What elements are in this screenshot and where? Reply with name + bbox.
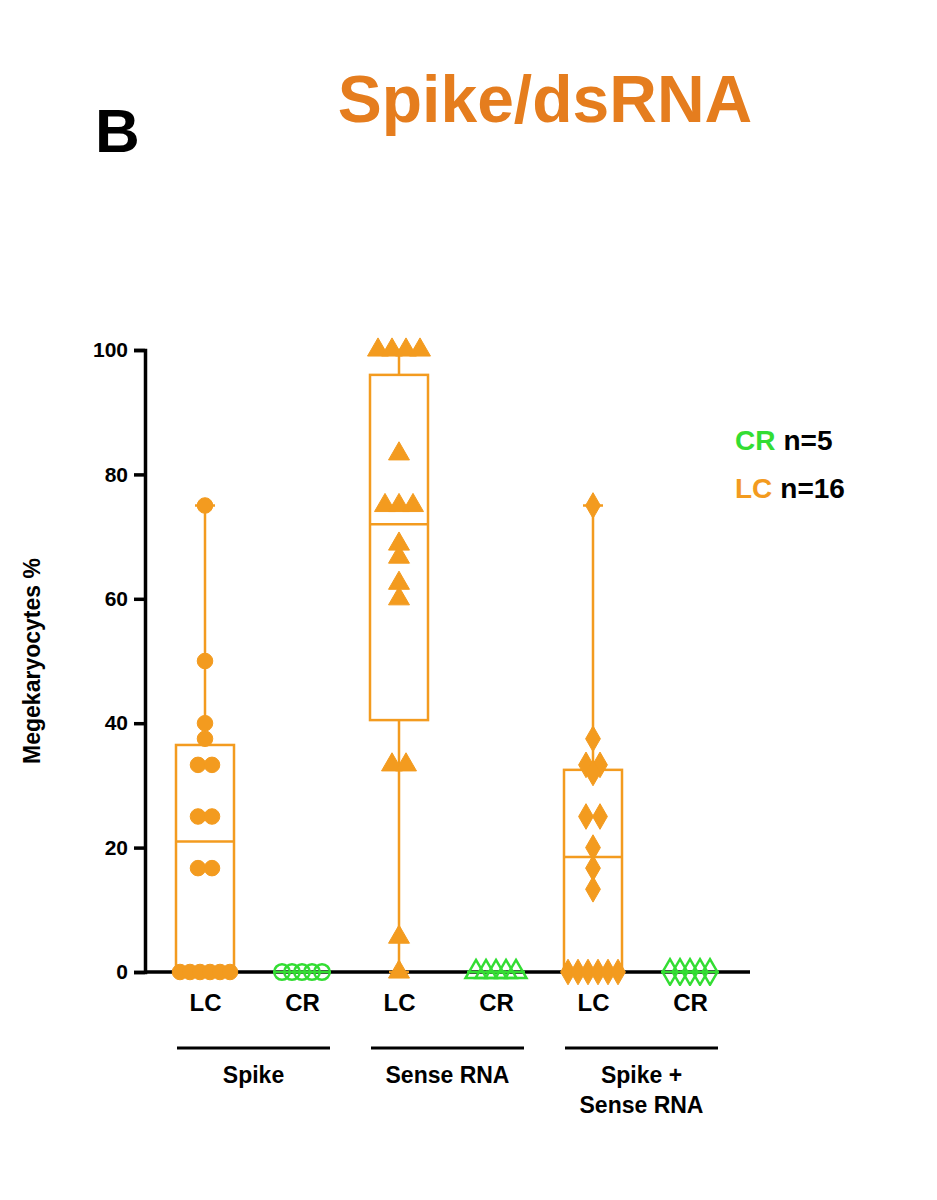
data-point bbox=[586, 493, 601, 519]
data-point bbox=[403, 493, 424, 511]
box bbox=[176, 506, 234, 973]
data-point bbox=[396, 753, 417, 771]
y-tick: 20 bbox=[105, 836, 145, 859]
data-point bbox=[197, 498, 213, 514]
group-underline bbox=[177, 1047, 330, 1050]
legend-name: CR bbox=[735, 425, 775, 456]
data-point bbox=[506, 960, 527, 978]
data-point bbox=[389, 545, 410, 563]
data-point bbox=[389, 960, 410, 978]
y-tick: 80 bbox=[105, 463, 145, 486]
x-tick-label: LC bbox=[578, 989, 610, 1016]
x-tick-label: CR bbox=[673, 989, 708, 1016]
group-underline bbox=[371, 1047, 524, 1050]
panel-label: B bbox=[95, 96, 140, 165]
x-tick-label: LC bbox=[384, 989, 416, 1016]
x-tick-label: CR bbox=[285, 989, 320, 1016]
y-tick-label: 100 bbox=[93, 338, 128, 361]
box-median bbox=[176, 840, 234, 843]
box-body bbox=[564, 770, 622, 972]
data-point bbox=[410, 338, 431, 356]
y-tick-label: 80 bbox=[105, 463, 128, 486]
group-label: Sense RNA bbox=[386, 1062, 510, 1088]
data-point bbox=[579, 804, 594, 830]
data-point bbox=[586, 876, 601, 902]
y-axis: 0 20 40 60 80 100 bbox=[93, 338, 146, 983]
data-point bbox=[204, 757, 220, 773]
y-tick-mark bbox=[134, 598, 145, 602]
data-point bbox=[611, 959, 626, 985]
y-tick-mark bbox=[134, 473, 145, 477]
data-point bbox=[389, 925, 410, 943]
data-point bbox=[389, 442, 410, 460]
y-tick-mark bbox=[134, 846, 145, 850]
box-body bbox=[370, 375, 428, 720]
box bbox=[564, 506, 622, 973]
chart: B Spike/dsRNA Megekaryocytes % 0 20 40 60 80 100… bbox=[0, 0, 937, 1200]
data-point bbox=[197, 715, 213, 731]
y-tick-mark bbox=[134, 349, 145, 353]
data-point bbox=[204, 860, 220, 876]
group-label: Sense RNA bbox=[580, 1092, 704, 1118]
box bbox=[370, 350, 428, 972]
y-tick: 0 bbox=[116, 960, 145, 983]
x-axis: LC CR LC CR LC CR bbox=[145, 972, 750, 1016]
plot-area bbox=[172, 338, 719, 985]
data-point bbox=[586, 760, 601, 786]
x-tick: LC bbox=[384, 972, 416, 1016]
x-tick-label: CR bbox=[479, 989, 514, 1016]
data-point bbox=[197, 731, 213, 747]
data-point bbox=[222, 964, 238, 980]
data-point bbox=[593, 804, 608, 830]
data-point bbox=[204, 809, 220, 825]
y-axis-line bbox=[134, 351, 146, 973]
legend-label: n=5 bbox=[783, 425, 832, 456]
y-tick-label: 0 bbox=[116, 960, 128, 983]
box-body bbox=[176, 745, 234, 972]
data-point bbox=[586, 726, 601, 752]
y-tick-label: 40 bbox=[105, 711, 128, 734]
data-point bbox=[389, 587, 410, 605]
data-point bbox=[314, 964, 330, 980]
y-tick-label: 20 bbox=[105, 836, 128, 859]
y-tick: 60 bbox=[105, 587, 145, 610]
data-point bbox=[190, 860, 206, 876]
legend-entry: LC n=16 bbox=[735, 473, 845, 504]
y-axis-title: Megekaryocytes % bbox=[19, 558, 45, 764]
group-label: Spike bbox=[223, 1062, 284, 1088]
title: Spike/dsRNA bbox=[338, 62, 752, 136]
y-tick-mark bbox=[134, 722, 145, 726]
box-median bbox=[370, 523, 428, 526]
y-tick-mark bbox=[134, 971, 145, 975]
whisker-upper bbox=[204, 506, 207, 745]
y-tick-label: 60 bbox=[105, 587, 128, 610]
data-point bbox=[197, 653, 213, 669]
legend-name: LC bbox=[735, 473, 772, 504]
y-tick: 100 bbox=[93, 338, 145, 361]
y-tick: 40 bbox=[105, 711, 145, 734]
legend-label: n=16 bbox=[780, 473, 845, 504]
data-point bbox=[190, 757, 206, 773]
group-underline bbox=[565, 1047, 718, 1050]
group-label: Spike + bbox=[601, 1062, 682, 1088]
x-tick-label: LC bbox=[190, 989, 222, 1016]
data-point bbox=[703, 959, 718, 985]
legend-entry: CR n=5 bbox=[735, 425, 832, 456]
data-point bbox=[190, 809, 206, 825]
